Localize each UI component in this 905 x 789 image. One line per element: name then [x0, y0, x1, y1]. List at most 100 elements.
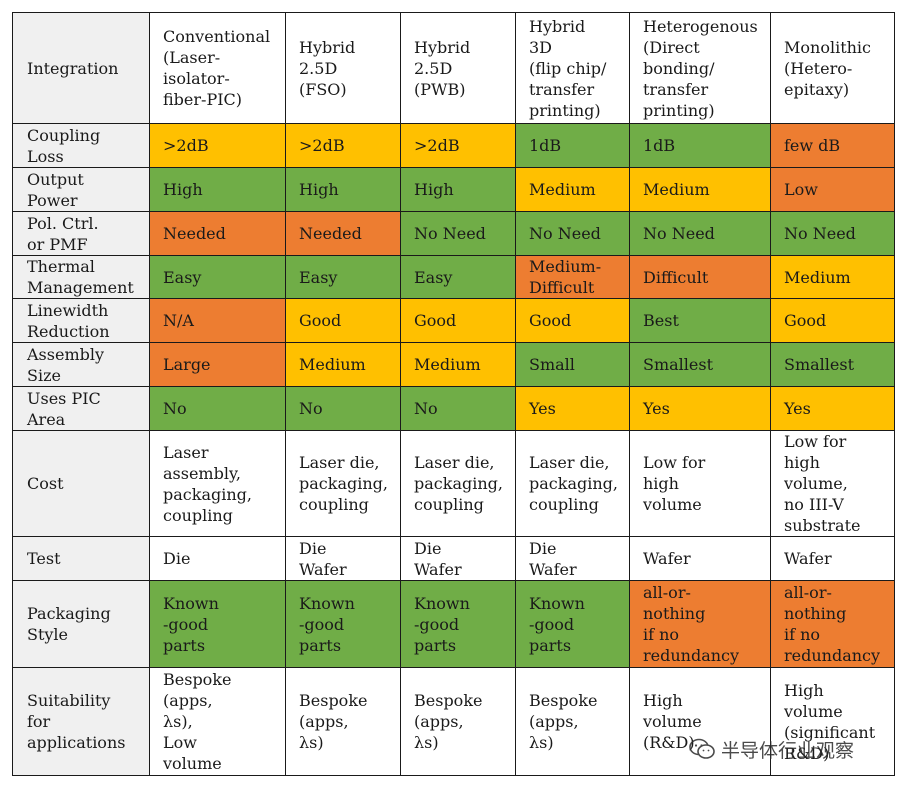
cell-thermal-management-hybrid-3d: Medium- Difficult	[515, 255, 630, 299]
cell-uses-pic-area-heterogenous: Yes	[629, 386, 771, 431]
cell-pol-ctrl-hybrid-2-5d-fso: Needed	[285, 211, 401, 256]
row-label-coupling-loss: Coupling Loss	[12, 123, 150, 168]
table-row-output-power: Output Power High High High Medium Medium Low	[12, 167, 895, 212]
table-row-pol-ctrl: Pol. Ctrl. or PMF Needed Needed No Need No N…	[12, 211, 895, 256]
row-label-output-power: Output Power	[12, 167, 150, 212]
table-row-cost: Cost Laser assembly, packaging, coupling L…	[12, 430, 895, 537]
watermark: 半导体行业观察	[689, 734, 854, 764]
cell-pol-ctrl-hybrid-2-5d-pwb: No Need	[400, 211, 516, 256]
cell-coupling-loss-hybrid-2-5d-fso: >2dB	[285, 123, 401, 168]
header-heterogenous: Heterogenous (Direct bonding/ transfer p…	[629, 12, 771, 124]
cell-pol-ctrl-monolithic: No Need	[770, 211, 895, 256]
cell-linewidth-reduction-heterogenous: Best	[629, 298, 771, 343]
cell-linewidth-reduction-hybrid-2-5d-pwb: Good	[400, 298, 516, 343]
row-label-cost: Cost	[12, 430, 150, 537]
cell-assembly-size-hybrid-2-5d-pwb: Medium	[400, 342, 516, 387]
cell-test-conventional: Die	[149, 536, 286, 581]
row-label-assembly-size: Assembly Size	[12, 342, 150, 387]
cell-uses-pic-area-conventional: No	[149, 386, 286, 431]
row-label-test: Test	[12, 536, 150, 581]
cell-test-hybrid-2-5d-fso: Die Wafer	[285, 536, 401, 581]
cell-output-power-conventional: High	[149, 167, 286, 212]
cell-packaging-style-monolithic: all-or- nothing if no redundancy	[770, 580, 895, 668]
header-row: Integration Conventional (Laser- isolato…	[12, 12, 895, 124]
row-label-suitability: Suitability for applications	[12, 667, 150, 776]
cell-thermal-management-monolithic: Medium	[770, 255, 895, 299]
cell-linewidth-reduction-conventional: N/A	[149, 298, 286, 343]
cell-pol-ctrl-hybrid-3d: No Need	[515, 211, 630, 256]
cell-thermal-management-heterogenous: Difficult	[629, 255, 771, 299]
table-row-packaging-style: Packaging Style Known -good parts Known -g…	[12, 580, 895, 668]
cell-suitability-conventional: Bespoke (apps, λs), Low volume	[149, 667, 286, 776]
cell-output-power-heterogenous: Medium	[629, 167, 771, 212]
cell-coupling-loss-conventional: >2dB	[149, 123, 286, 168]
cell-uses-pic-area-hybrid-3d: Yes	[515, 386, 630, 431]
cell-cost-hybrid-2-5d-fso: Laser die, packaging, coupling	[285, 430, 401, 537]
watermark-text: 半导体行业观察	[721, 739, 855, 762]
header-integration: Integration	[12, 12, 150, 124]
header-hybrid-3d: Hybrid 3D (flip chip/ transfer printing)	[515, 12, 630, 124]
row-label-linewidth-reduction: Linewidth Reduction	[12, 298, 150, 343]
cell-thermal-management-conventional: Easy	[149, 255, 286, 299]
cell-suitability-monolithic: High volume (significant R&D)	[770, 667, 895, 776]
cell-test-hybrid-3d: Die Wafer	[515, 536, 630, 581]
table-row-thermal-management: Thermal Management Easy Easy Easy Medium- Di…	[12, 255, 895, 299]
cell-linewidth-reduction-hybrid-2-5d-fso: Good	[285, 298, 401, 343]
cell-output-power-hybrid-2-5d-fso: High	[285, 167, 401, 212]
cell-output-power-hybrid-2-5d-pwb: High	[400, 167, 516, 212]
header-hybrid-2-5d-fso: Hybrid 2.5D (FSO)	[285, 12, 401, 124]
header-hybrid-2-5d-pwb: Hybrid 2.5D (PWB)	[400, 12, 516, 124]
cell-cost-hybrid-3d: Laser die, packaging, coupling	[515, 430, 630, 537]
cell-thermal-management-hybrid-2-5d-pwb: Easy	[400, 255, 516, 299]
row-label-pol-ctrl: Pol. Ctrl. or PMF	[12, 211, 150, 256]
cell-packaging-style-hybrid-2-5d-fso: Known -good parts	[285, 580, 401, 668]
cell-assembly-size-monolithic: Smallest	[770, 342, 895, 387]
row-label-uses-pic-area: Uses PIC Area	[12, 386, 150, 431]
cell-coupling-loss-hybrid-2-5d-pwb: >2dB	[400, 123, 516, 168]
header-conventional: Conventional (Laser- isolator- fiber-PIC…	[149, 12, 286, 124]
cell-cost-conventional: Laser assembly, packaging, coupling	[149, 430, 286, 537]
cell-test-hybrid-2-5d-pwb: Die Wafer	[400, 536, 516, 581]
comparison-table: Integration Conventional (Laser- isolato…	[12, 12, 895, 776]
cell-assembly-size-hybrid-3d: Small	[515, 342, 630, 387]
cell-coupling-loss-heterogenous: 1dB	[629, 123, 771, 168]
cell-cost-hybrid-2-5d-pwb: Laser die, packaging, coupling	[400, 430, 516, 537]
cell-cost-monolithic: Low for high volume, no III-V substrate	[770, 430, 895, 537]
cell-test-heterogenous: Wafer	[629, 536, 771, 581]
cell-uses-pic-area-monolithic: Yes	[770, 386, 895, 431]
cell-linewidth-reduction-monolithic: Good	[770, 298, 895, 343]
header-monolithic: Monolithic (Hetero- epitaxy)	[770, 12, 895, 124]
table-row-test: Test Die Die Wafer Die Wafer Die Wafer Wafer W…	[12, 536, 895, 581]
cell-uses-pic-area-hybrid-2-5d-pwb: No	[400, 386, 516, 431]
cell-suitability-hybrid-3d: Bespoke (apps, λs)	[515, 667, 630, 776]
cell-suitability-heterogenous: High volume (R&D)	[629, 667, 771, 776]
cell-output-power-hybrid-3d: Medium	[515, 167, 630, 212]
cell-thermal-management-hybrid-2-5d-fso: Easy	[285, 255, 401, 299]
cell-coupling-loss-monolithic: few dB	[770, 123, 895, 168]
row-label-thermal-management: Thermal Management	[12, 255, 150, 299]
cell-assembly-size-conventional: Large	[149, 342, 286, 387]
cell-packaging-style-hybrid-3d: Known -good parts	[515, 580, 630, 668]
cell-cost-heterogenous: Low for high volume	[629, 430, 771, 537]
table-row-uses-pic-area: Uses PIC Area No No No Yes Yes Yes	[12, 386, 895, 431]
cell-suitability-hybrid-2-5d-pwb: Bespoke (apps, λs)	[400, 667, 516, 776]
cell-output-power-monolithic: Low	[770, 167, 895, 212]
cell-packaging-style-hybrid-2-5d-pwb: Known -good parts	[400, 580, 516, 668]
cell-coupling-loss-hybrid-3d: 1dB	[515, 123, 630, 168]
table-row-linewidth-reduction: Linewidth Reduction N/A Good Good Good Best Go…	[12, 298, 895, 343]
table-row-coupling-loss: Coupling Loss >2dB >2dB >2dB 1dB 1dB few dB	[12, 123, 895, 168]
cell-suitability-hybrid-2-5d-fso: Bespoke (apps, λs)	[285, 667, 401, 776]
cell-assembly-size-heterogenous: Smallest	[629, 342, 771, 387]
table-row-assembly-size: Assembly Size Large Medium Medium Small Small…	[12, 342, 895, 387]
cell-pol-ctrl-conventional: Needed	[149, 211, 286, 256]
cell-pol-ctrl-heterogenous: No Need	[629, 211, 771, 256]
cell-uses-pic-area-hybrid-2-5d-fso: No	[285, 386, 401, 431]
cell-test-monolithic: Wafer	[770, 536, 895, 581]
wechat-icon	[689, 738, 715, 759]
cell-packaging-style-heterogenous: all-or- nothing if no redundancy	[629, 580, 771, 668]
table-row-suitability: Suitability for applications Bespoke (app…	[12, 667, 895, 776]
cell-assembly-size-hybrid-2-5d-fso: Medium	[285, 342, 401, 387]
cell-linewidth-reduction-hybrid-3d: Good	[515, 298, 630, 343]
row-label-packaging-style: Packaging Style	[12, 580, 150, 668]
cell-packaging-style-conventional: Known -good parts	[149, 580, 286, 668]
